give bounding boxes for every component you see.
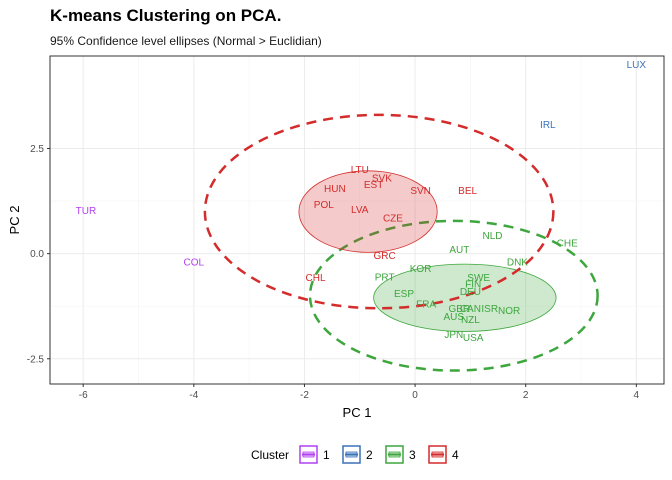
point-label-dnk: DNK <box>507 258 528 269</box>
y-tick-label: 0.0 <box>30 249 44 260</box>
point-label-deu: DEU <box>460 287 481 298</box>
y-tick-label: -2.5 <box>27 354 45 365</box>
cluster-3-normal-ellipse <box>373 263 557 332</box>
point-label-aus: AUS <box>444 312 465 323</box>
point-label-kor: KOR <box>410 264 432 275</box>
point-label-svn: SVN <box>410 186 431 197</box>
chart-subtitle: 95% Confidence level ellipses (Normal > … <box>50 34 322 48</box>
point-label-ltu: LTU <box>351 165 369 176</box>
point-label-usa: USA <box>463 333 484 344</box>
point-label-esp: ESP <box>394 289 414 300</box>
point-label-lva: LVA <box>351 205 369 216</box>
legend-label: 2 <box>366 448 373 462</box>
legend-item-cluster-4: 4 <box>428 445 459 464</box>
tick-layer: -6 -4 -2 0 2 4 -2.5 0.0 2.5 <box>27 144 640 401</box>
point-label-fin: FIN <box>465 279 481 290</box>
point-label-tur: TUR <box>76 206 97 217</box>
point-label-prt: PRT <box>375 272 395 283</box>
point-label-irl: IRL <box>540 120 556 131</box>
legend-item-cluster-1: 1 <box>299 445 330 464</box>
legend-label: 3 <box>409 448 416 462</box>
x-tick-label: -2 <box>300 390 309 401</box>
point-label-pol: POL <box>314 200 334 211</box>
y-axis-title: PC 2 <box>7 206 22 235</box>
point-label-nzl: NZL <box>461 315 480 326</box>
ellipse-layer <box>203 113 599 372</box>
point-label-hun: HUN <box>324 184 346 195</box>
point-label-est: EST <box>364 180 383 191</box>
cluster-4-normal-ellipse <box>298 170 438 253</box>
legend-item-cluster-2: 2 <box>342 445 373 464</box>
legend: Cluster 1 2 3 4 <box>251 445 459 464</box>
legend-title: Cluster <box>251 448 289 462</box>
point-label-swe: SWE <box>467 273 490 284</box>
point-label-jpn: JPN <box>444 330 463 341</box>
legend-label: 4 <box>452 448 459 462</box>
grid-layer <box>50 56 664 384</box>
panel-border <box>49 55 665 385</box>
point-label-gbr: GBR <box>448 304 470 315</box>
x-tick-label: 0 <box>412 390 418 401</box>
chart-title: K-means Clustering on PCA. <box>50 6 282 25</box>
x-tick-label: -6 <box>79 390 88 401</box>
legend-label: 1 <box>323 448 330 462</box>
x-axis-title: PC 1 <box>343 405 372 420</box>
x-tick-label: -4 <box>189 390 198 401</box>
x-tick-label: 2 <box>523 390 529 401</box>
point-label-can: CAN <box>460 304 481 315</box>
x-tick-label: 4 <box>634 390 640 401</box>
point-label-bel: BEL <box>458 186 477 197</box>
legend-item-cluster-3: 3 <box>385 445 416 464</box>
point-label-che: CHE <box>557 239 578 250</box>
cluster-3-confidence-ellipse <box>308 219 599 372</box>
point-label-svk: SVK <box>372 173 392 184</box>
point-label-grc: GRC <box>374 251 396 262</box>
point-label-cze: CZE <box>383 213 403 224</box>
point-label-chl: CHL <box>306 273 326 284</box>
point-label-col: COL <box>184 258 205 269</box>
point-label-nld: NLD <box>483 231 503 242</box>
cluster-4-confidence-ellipse <box>203 113 555 310</box>
point-label-isr: ISR <box>481 304 498 315</box>
legend-items: 1 2 3 4 <box>299 445 459 464</box>
y-tick-label: 2.5 <box>30 144 44 155</box>
point-label-aut: AUT <box>449 245 469 256</box>
point-label-fra: FRA <box>416 300 436 311</box>
point-label-nor: NOR <box>498 306 520 317</box>
point-label-lux: LUX <box>627 60 647 71</box>
